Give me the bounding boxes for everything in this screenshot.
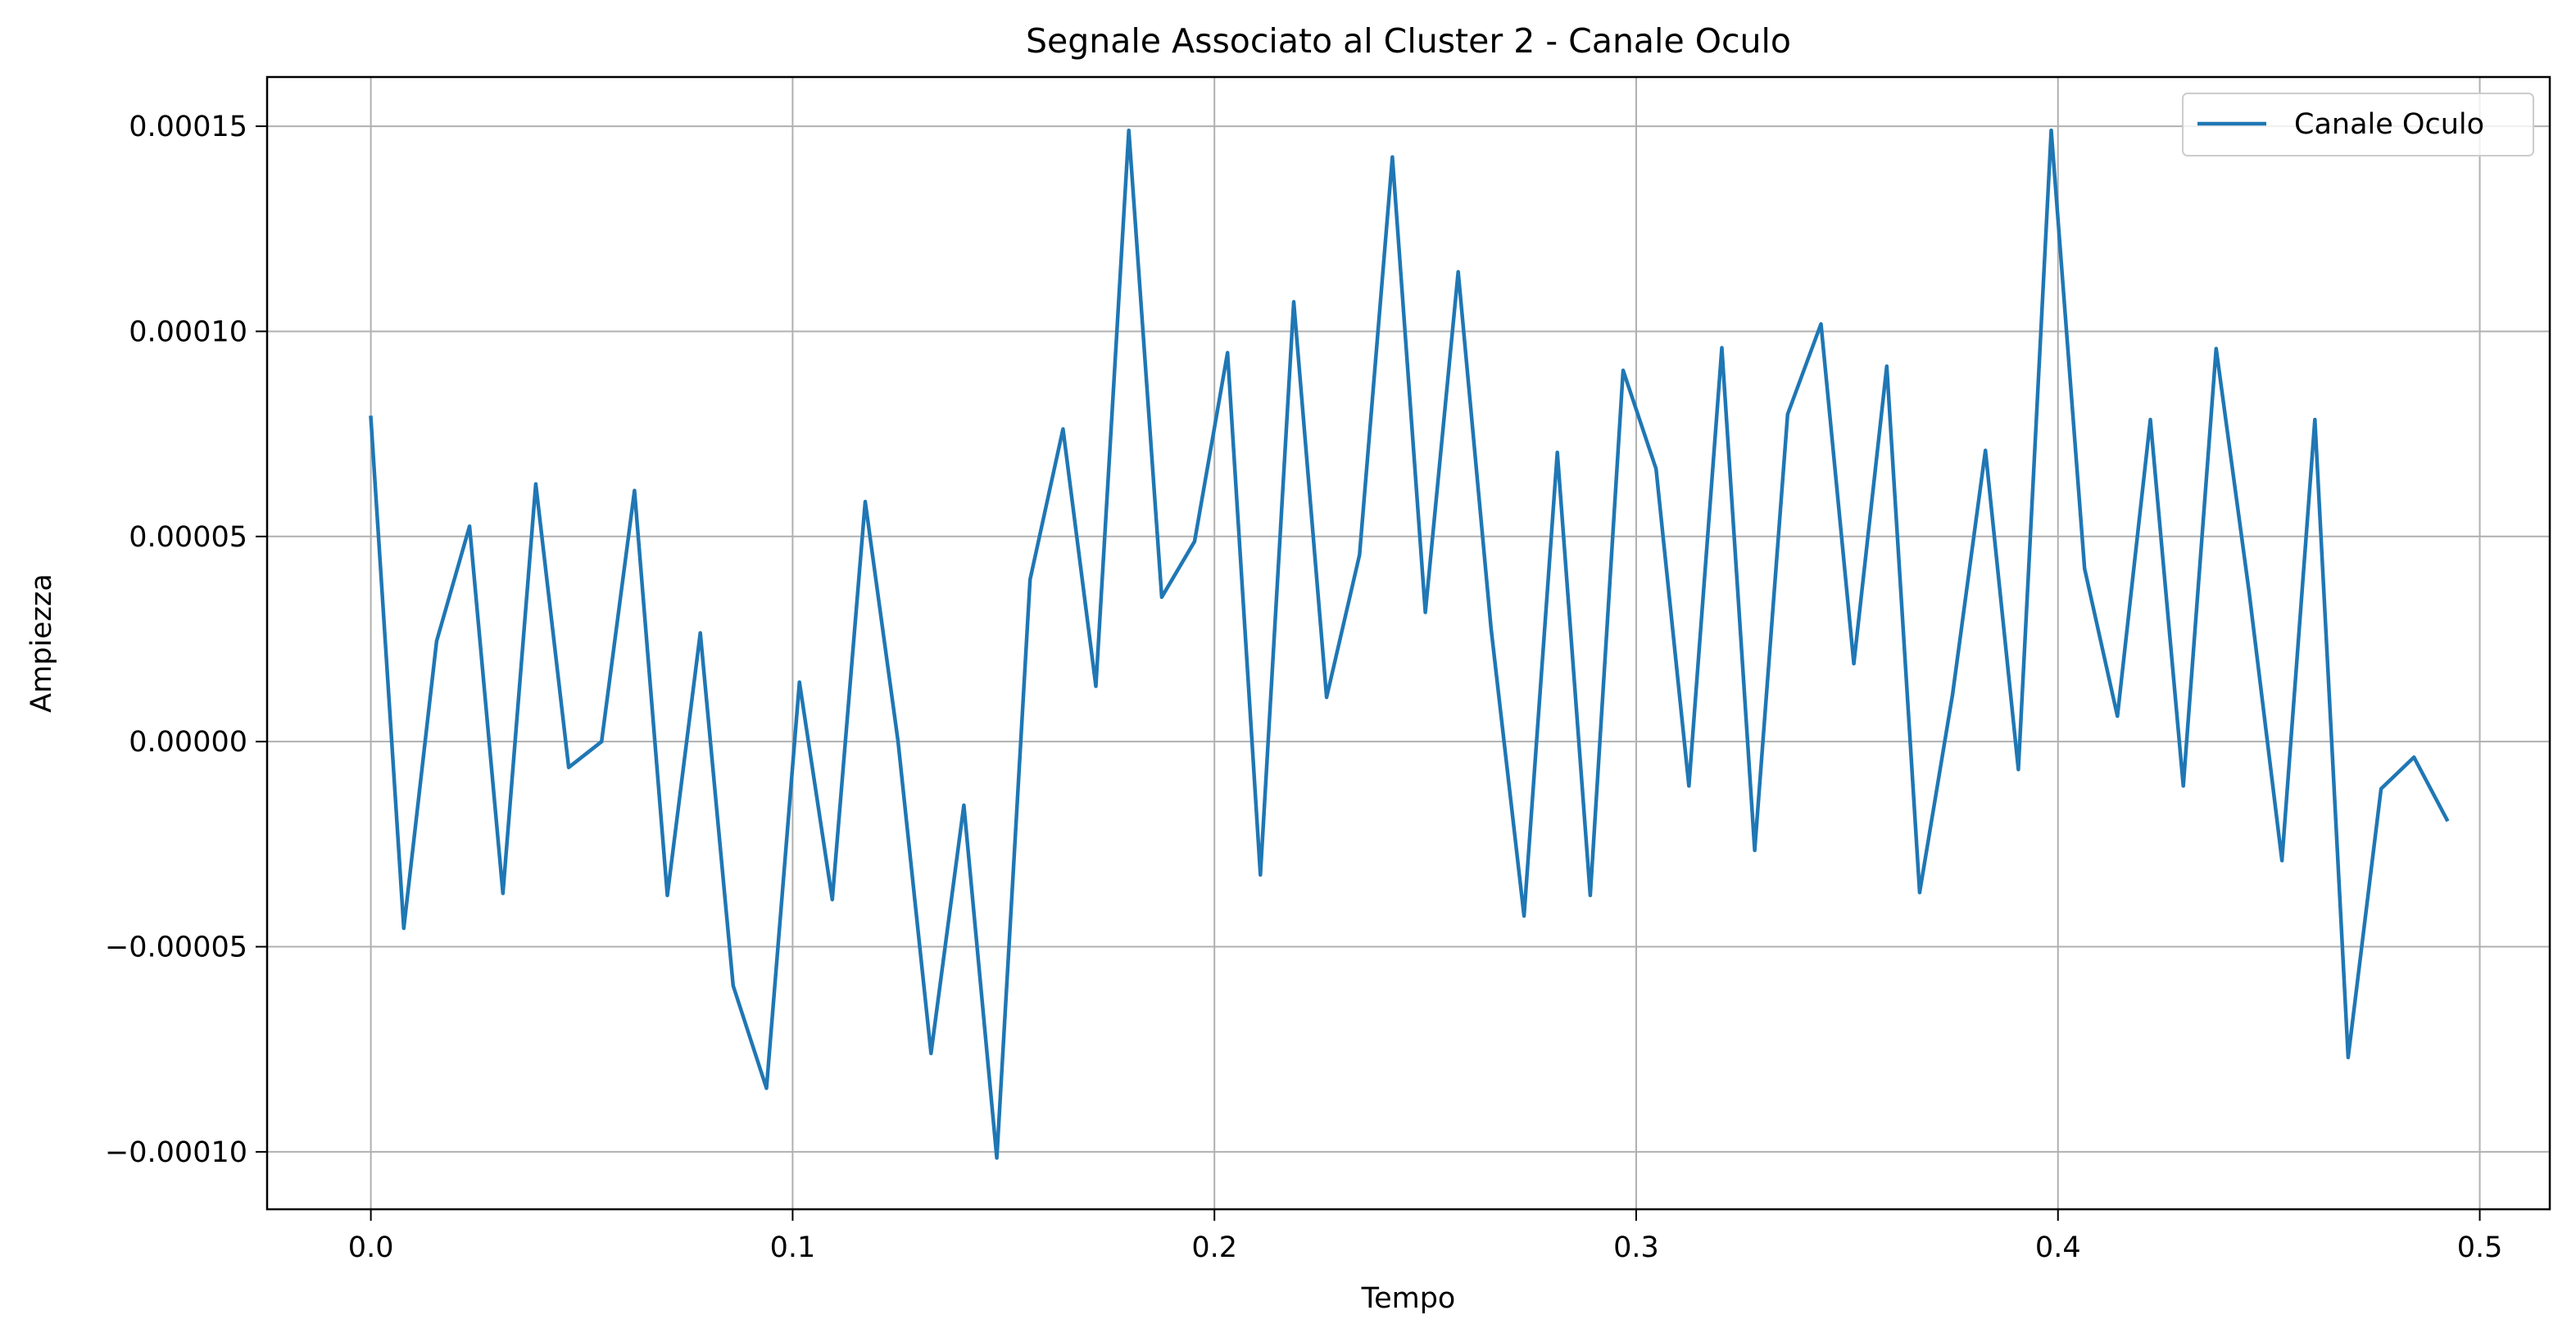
data-point xyxy=(1557,451,1558,453)
x-tick-label: 0.0 xyxy=(348,1231,394,1264)
series-line-canale-oculo xyxy=(369,128,2450,1160)
y-tick-label: 0.00010 xyxy=(129,315,247,348)
data-point xyxy=(2347,1057,2349,1059)
data-point xyxy=(2150,419,2152,420)
ticks-layer: 0.0 0.1 0.2 0.3 0.4 0.5 −0.00010 −0.00005 0.0000… xyxy=(105,111,2502,1264)
data-point xyxy=(1161,596,1163,598)
y-axis-title: Ampiezza xyxy=(25,574,58,713)
data-point xyxy=(1853,663,1855,664)
data-point xyxy=(1821,323,1822,324)
legend: Canale Oculo xyxy=(2182,93,2534,156)
data-point xyxy=(1458,271,1459,273)
data-point xyxy=(568,767,569,768)
legend-box xyxy=(2182,93,2534,156)
data-point xyxy=(996,1157,998,1158)
data-point xyxy=(1688,785,1689,787)
data-point xyxy=(502,892,504,894)
x-tick-label: 0.4 xyxy=(2035,1231,2081,1264)
data-point xyxy=(436,641,438,642)
data-point xyxy=(1227,352,1228,354)
data-point xyxy=(2215,348,2217,350)
data-point xyxy=(633,490,635,492)
x-tick-label: 0.5 xyxy=(2457,1231,2503,1264)
data-point xyxy=(2084,568,2085,569)
data-point xyxy=(832,899,833,900)
x-tick-label: 0.3 xyxy=(1613,1231,1659,1264)
data-point xyxy=(1293,301,1295,302)
data-point xyxy=(667,895,669,896)
data-point xyxy=(700,632,701,634)
data-point xyxy=(1886,365,1888,367)
data-point xyxy=(403,927,405,929)
data-point xyxy=(1128,129,1130,131)
data-point xyxy=(1523,915,1525,917)
data-point xyxy=(1984,450,1986,451)
data-point xyxy=(1952,694,1953,696)
data-point xyxy=(2248,591,2250,592)
plot-frame xyxy=(265,75,2551,1211)
data-point xyxy=(1425,611,1426,613)
data-point xyxy=(1095,686,1097,687)
data-point xyxy=(930,1053,932,1054)
data-point xyxy=(1754,850,1756,851)
data-point xyxy=(1490,628,1492,630)
x-axis-title: Tempo xyxy=(1361,1282,1456,1315)
data-point xyxy=(1259,874,1261,876)
data-point xyxy=(864,501,866,502)
data-point xyxy=(1590,895,1591,896)
data-point xyxy=(1062,428,1064,430)
data-point xyxy=(2183,785,2184,787)
data-point xyxy=(1358,554,1360,555)
data-point xyxy=(2017,768,2019,770)
data-point xyxy=(1622,370,1624,371)
data-point xyxy=(2116,715,2118,717)
data-point xyxy=(2380,788,2382,790)
x-tick-label: 0.1 xyxy=(770,1231,816,1264)
chart-title: Segnale Associato al Cluster 2 - Canale … xyxy=(1026,21,1791,61)
data-point xyxy=(2446,818,2447,820)
y-tick-label: 0.00000 xyxy=(129,726,247,759)
y-tick-label: 0.00015 xyxy=(129,111,247,143)
y-tick-label: 0.00005 xyxy=(129,521,247,554)
series-layer xyxy=(369,128,2450,1160)
legend-label: Canale Oculo xyxy=(2294,108,2484,141)
data-point xyxy=(1326,696,1327,698)
data-point xyxy=(1194,541,1195,542)
data-point xyxy=(535,483,537,485)
data-point xyxy=(799,682,800,683)
data-point xyxy=(370,417,372,419)
data-point xyxy=(2314,419,2315,420)
data-point xyxy=(1787,414,1789,415)
data-point xyxy=(897,741,899,742)
data-point xyxy=(1029,578,1031,580)
data-point xyxy=(1391,156,1393,158)
x-tick-label: 0.2 xyxy=(1191,1231,1237,1264)
y-tick-label: −0.00005 xyxy=(105,932,247,964)
data-point xyxy=(732,985,734,986)
data-point xyxy=(766,1087,768,1089)
data-point xyxy=(1721,347,1723,349)
y-tick-label: −0.00010 xyxy=(105,1136,247,1169)
data-point xyxy=(601,741,602,742)
data-point xyxy=(2413,756,2415,758)
data-point xyxy=(469,525,470,527)
data-point xyxy=(2281,859,2283,861)
data-point xyxy=(963,805,964,806)
data-point xyxy=(2051,129,2052,131)
data-point xyxy=(1919,891,1921,893)
grid xyxy=(267,77,2550,1209)
data-point xyxy=(1655,468,1657,469)
